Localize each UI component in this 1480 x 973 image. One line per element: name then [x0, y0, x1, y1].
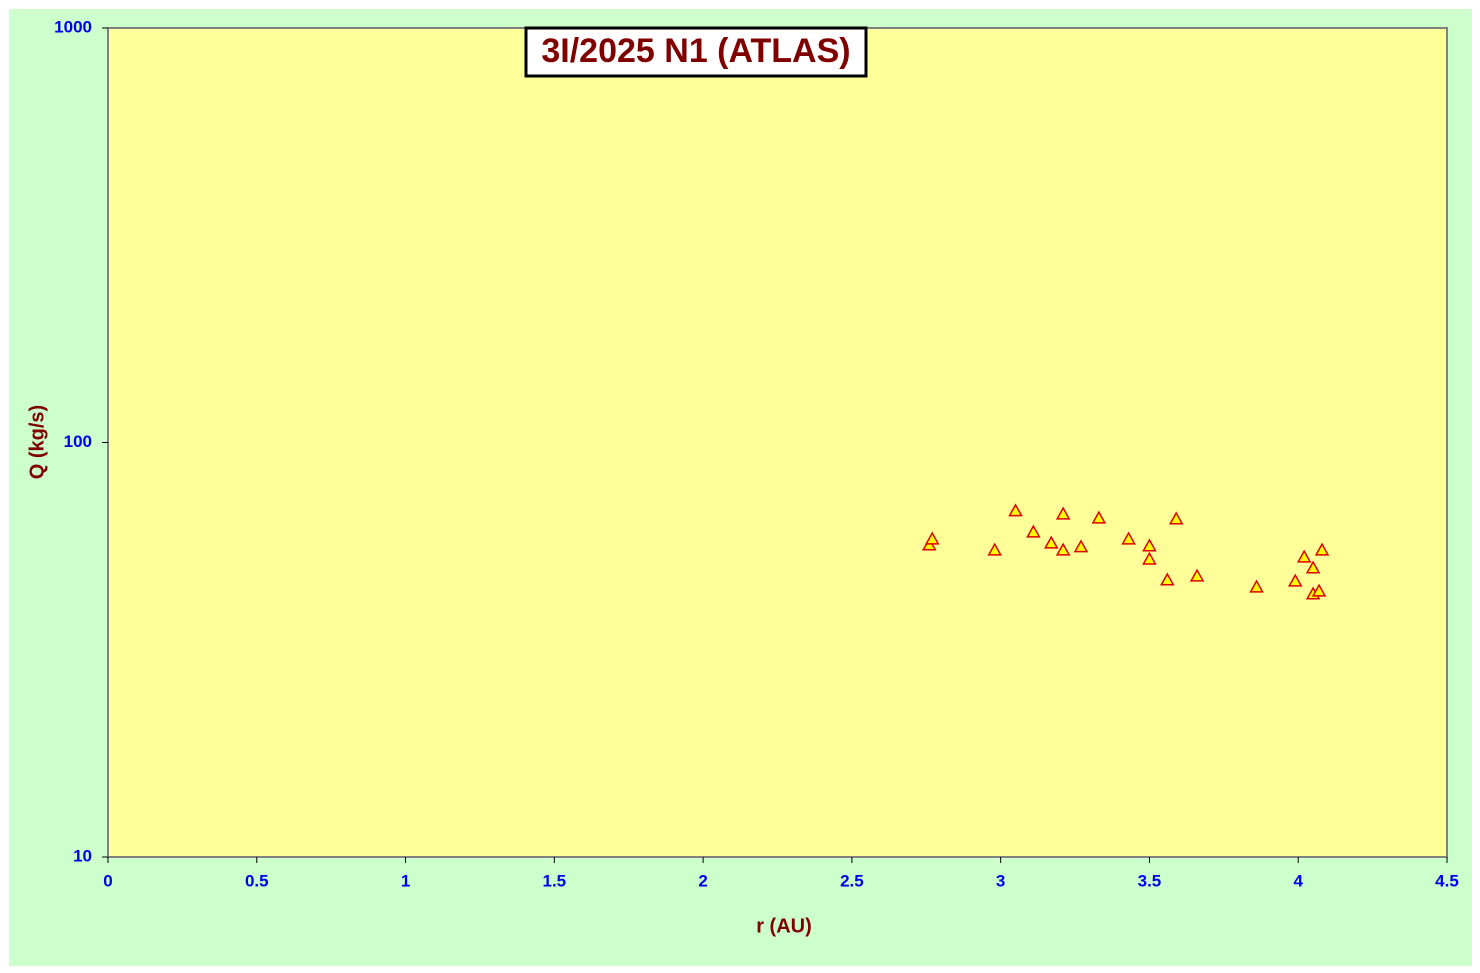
data-point	[1296, 549, 1312, 563]
x-tick-label: 4	[1293, 871, 1303, 890]
data-point	[1026, 524, 1041, 538]
title-box	[524, 26, 868, 78]
y-tick-label: 100	[64, 432, 92, 451]
x-axis-label: r (AU)	[756, 915, 812, 937]
chart-title: 3I/2025 N1 (ATLAS)	[541, 32, 850, 70]
data-point	[1287, 573, 1303, 587]
x-tick-label: 0	[103, 871, 112, 890]
data-point	[1305, 560, 1321, 574]
x-tick-label: 2	[698, 871, 707, 890]
x-tick-label: 0.5	[245, 871, 269, 890]
data-point	[1121, 531, 1136, 545]
x-tick-label: 3	[996, 871, 1005, 890]
x-tick-label: 1	[401, 871, 410, 890]
data-point	[1168, 511, 1184, 525]
y-axis-label: Q (kg/s)	[26, 405, 48, 479]
data-point	[1073, 539, 1089, 553]
data-point	[1160, 572, 1175, 586]
data-point	[1142, 538, 1157, 552]
data-point	[1043, 535, 1059, 549]
data-point	[1311, 583, 1327, 597]
y-tick-label: 1000	[54, 17, 92, 36]
data-point	[1249, 579, 1264, 593]
data-point	[987, 542, 1002, 556]
plot-area	[107, 27, 1448, 858]
data-point	[1055, 542, 1071, 556]
data-point	[1008, 503, 1023, 517]
data-point	[1055, 506, 1071, 520]
x-tick-label: 1.5	[543, 871, 567, 890]
data-point	[1142, 551, 1157, 565]
x-tick-label: 4.5	[1435, 871, 1459, 890]
data-point	[1091, 510, 1107, 524]
data-point	[924, 531, 940, 545]
y-tick-label: 10	[73, 846, 92, 865]
x-tick-label: 2.5	[840, 871, 864, 890]
data-point	[1314, 542, 1330, 556]
data-point	[1189, 568, 1205, 582]
x-tick-label: 3.5	[1138, 871, 1162, 890]
